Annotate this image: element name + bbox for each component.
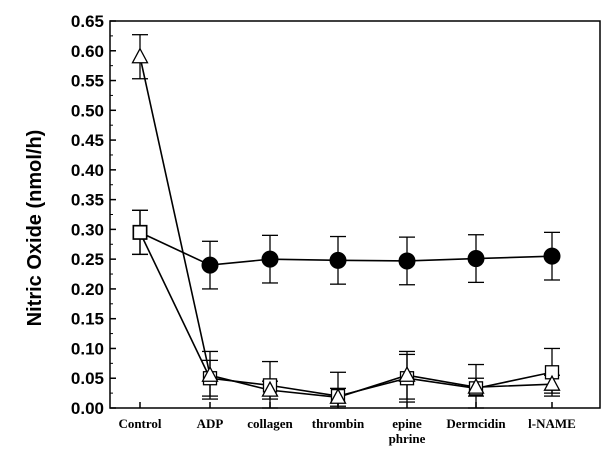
data-point <box>543 374 561 391</box>
y-tick-label: 0.00 <box>71 399 104 418</box>
data-point <box>132 225 148 240</box>
data-point <box>543 247 561 265</box>
y-tick-label: 0.50 <box>71 101 104 120</box>
axes: 0.00 0.05 0.10 0.15 0.20 0.25 0.30 0.35 0.40 0.45… <box>71 12 601 446</box>
y-tick-label: 0.40 <box>71 161 104 180</box>
x-tick-label: collagen <box>247 416 293 431</box>
y-tick-label: 0.60 <box>71 42 104 61</box>
series-line <box>139 232 553 397</box>
data-point <box>467 250 485 268</box>
y-tick-label: 0.20 <box>71 280 104 299</box>
x-tick-label: l-NAME <box>528 416 576 431</box>
series-line <box>139 56 553 399</box>
data-point <box>201 256 219 274</box>
data-point <box>201 365 219 382</box>
y-tick-label: 0.05 <box>71 369 104 388</box>
data-point <box>398 252 416 270</box>
series-1 <box>132 209 560 290</box>
data-point <box>467 377 485 394</box>
y-axis-label: Nitric Oxide (nmol/h) <box>24 130 46 327</box>
x-tick-label: epine phrine <box>389 416 426 446</box>
data-point <box>261 250 279 268</box>
y-tick-label: 0.35 <box>71 191 104 210</box>
data-point <box>329 251 347 269</box>
x-tick-label: thrombin <box>312 416 365 431</box>
data-point <box>261 380 279 397</box>
y-tick-label: 0.15 <box>71 310 104 329</box>
y-tick-label: 0.55 <box>71 72 104 91</box>
x-tick-label: ADP <box>197 416 224 431</box>
data-point <box>131 47 149 64</box>
series-3-markers <box>131 47 561 404</box>
data-point <box>329 387 347 404</box>
y-tick-label: 0.25 <box>71 250 104 269</box>
x-tick-label: Dermcidin <box>446 416 506 431</box>
y-tick-label: 0.10 <box>71 339 104 358</box>
data-point <box>398 365 416 382</box>
series-layer <box>131 34 561 409</box>
x-tick-label: Control <box>118 416 161 431</box>
y-tick-label: 0.30 <box>71 220 104 239</box>
y-tick-label: 0.65 <box>71 12 104 31</box>
plot-frame <box>109 20 601 409</box>
series-1-markers <box>132 224 561 274</box>
y-tick-label: 0.45 <box>71 131 104 150</box>
